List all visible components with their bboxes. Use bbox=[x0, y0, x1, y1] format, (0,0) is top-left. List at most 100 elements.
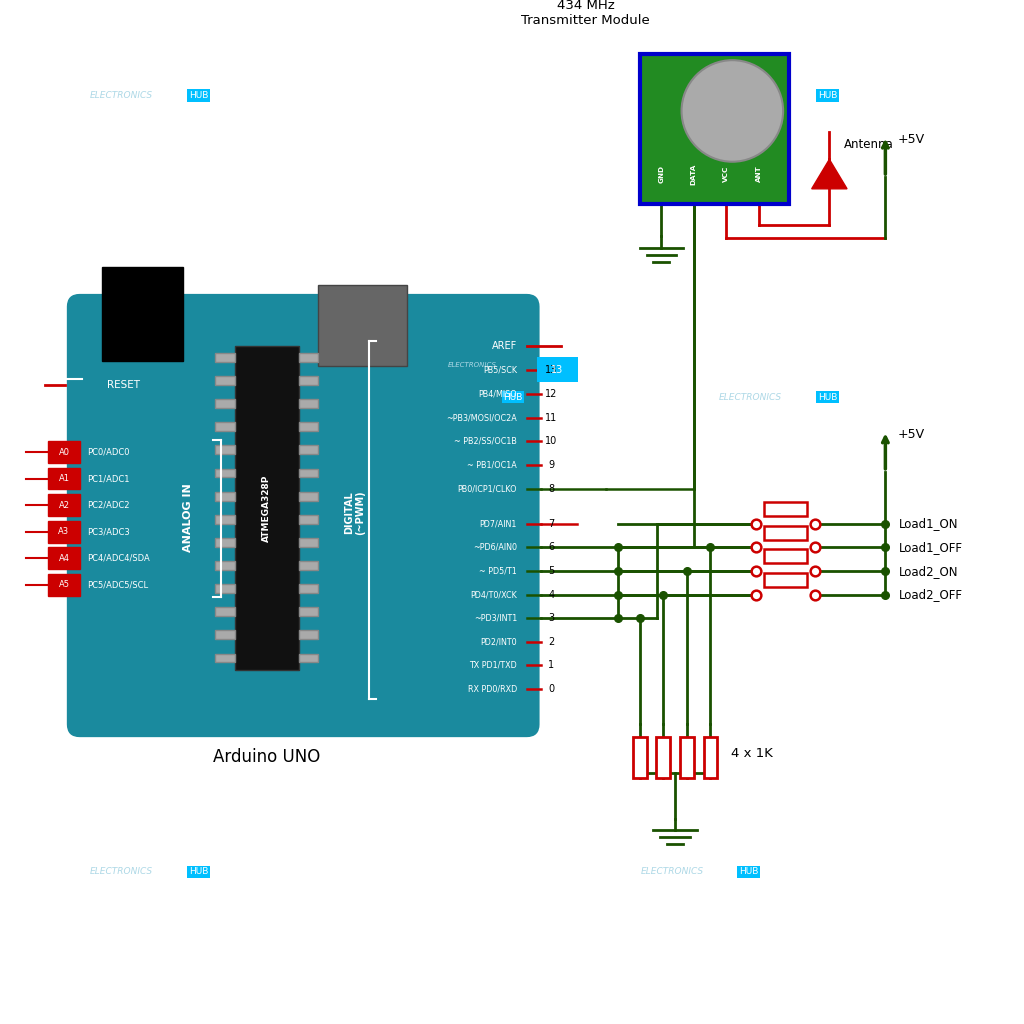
Bar bbox=[299, 631, 318, 639]
Text: ELECTRONICS: ELECTRONICS bbox=[449, 361, 498, 368]
Text: ~PD6/AIN0: ~PD6/AIN0 bbox=[473, 543, 517, 552]
Bar bbox=[215, 631, 234, 639]
Text: DATA: DATA bbox=[691, 164, 696, 184]
Bar bbox=[299, 561, 318, 570]
Bar bbox=[215, 561, 234, 570]
Bar bbox=[680, 737, 694, 778]
Text: 3: 3 bbox=[548, 613, 554, 624]
Bar bbox=[48, 441, 80, 463]
Text: A1: A1 bbox=[58, 474, 70, 483]
Bar bbox=[48, 548, 80, 569]
Text: RX PD0/RXD: RX PD0/RXD bbox=[468, 684, 517, 693]
Bar bbox=[215, 422, 234, 431]
Bar bbox=[299, 584, 318, 593]
Bar bbox=[537, 356, 578, 382]
Text: PC5/ADC5/SCL: PC5/ADC5/SCL bbox=[87, 581, 148, 589]
Text: PD4/T0/XCK: PD4/T0/XCK bbox=[470, 590, 517, 599]
Bar bbox=[215, 353, 234, 361]
Text: ~ PD5/T1: ~ PD5/T1 bbox=[479, 566, 517, 575]
Bar bbox=[764, 526, 807, 540]
Text: ELECTRONICS: ELECTRONICS bbox=[90, 91, 154, 100]
Text: 9: 9 bbox=[548, 460, 554, 470]
Bar bbox=[299, 469, 318, 477]
Text: 4: 4 bbox=[548, 590, 554, 600]
Bar bbox=[299, 399, 318, 408]
Text: ~ PB2/SS/OC1B: ~ PB2/SS/OC1B bbox=[454, 437, 517, 445]
Bar bbox=[215, 399, 234, 408]
Text: A3: A3 bbox=[58, 527, 70, 537]
Bar bbox=[215, 376, 234, 385]
Text: ELECTRONICS: ELECTRONICS bbox=[719, 392, 782, 401]
Bar bbox=[318, 285, 407, 366]
Bar bbox=[215, 515, 234, 523]
Bar bbox=[102, 267, 183, 360]
Bar bbox=[215, 469, 234, 477]
Text: +5V: +5V bbox=[897, 133, 925, 146]
Text: ELECTRONICS: ELECTRONICS bbox=[719, 91, 782, 100]
Circle shape bbox=[682, 60, 783, 162]
Text: A2: A2 bbox=[58, 501, 70, 510]
Bar bbox=[48, 521, 80, 543]
Text: ~ PB1/OC1A: ~ PB1/OC1A bbox=[467, 461, 517, 469]
Bar bbox=[299, 653, 318, 663]
Text: 11: 11 bbox=[545, 413, 557, 423]
Text: PC2/ADC2: PC2/ADC2 bbox=[87, 501, 130, 510]
Text: HUB: HUB bbox=[503, 392, 522, 401]
Bar bbox=[299, 353, 318, 361]
Bar bbox=[234, 346, 299, 671]
Text: PD2/INT0: PD2/INT0 bbox=[480, 637, 517, 646]
Text: ~PB3/MOSI/OC2A: ~PB3/MOSI/OC2A bbox=[446, 414, 517, 422]
FancyBboxPatch shape bbox=[68, 295, 539, 736]
Text: 1: 1 bbox=[548, 660, 554, 671]
Text: PB0/ICP1/CLKO: PB0/ICP1/CLKO bbox=[458, 484, 517, 493]
Bar bbox=[215, 445, 234, 455]
Text: 13: 13 bbox=[545, 365, 557, 375]
Text: VCC: VCC bbox=[723, 166, 729, 182]
Bar bbox=[640, 54, 790, 204]
Polygon shape bbox=[812, 160, 847, 188]
Text: TX PD1/TXD: TX PD1/TXD bbox=[469, 660, 517, 670]
Text: 6: 6 bbox=[548, 543, 554, 553]
Bar bbox=[764, 573, 807, 587]
Text: HUB: HUB bbox=[188, 91, 208, 100]
Text: PC3/ADC3: PC3/ADC3 bbox=[87, 527, 130, 537]
Text: PC4/ADC4/SDA: PC4/ADC4/SDA bbox=[87, 554, 151, 563]
Text: 7: 7 bbox=[548, 519, 554, 528]
Text: AREF: AREF bbox=[492, 341, 517, 351]
Text: 12: 12 bbox=[545, 389, 557, 399]
Bar bbox=[299, 492, 318, 501]
Text: ELECTRONICS: ELECTRONICS bbox=[404, 392, 468, 401]
Text: HUB: HUB bbox=[818, 392, 837, 401]
Text: ANALOG IN: ANALOG IN bbox=[182, 483, 193, 552]
Bar bbox=[656, 737, 670, 778]
Bar bbox=[215, 584, 234, 593]
Bar bbox=[299, 445, 318, 455]
Text: PC0/ADC0: PC0/ADC0 bbox=[87, 447, 130, 457]
Bar bbox=[48, 574, 80, 596]
Text: Load2_OFF: Load2_OFF bbox=[899, 588, 964, 601]
Text: HUB: HUB bbox=[188, 867, 208, 877]
Text: PB4/MISO: PB4/MISO bbox=[478, 390, 517, 398]
Text: DIGITAL
(~PWM): DIGITAL (~PWM) bbox=[344, 490, 366, 536]
Bar bbox=[215, 538, 234, 547]
Text: 10: 10 bbox=[545, 436, 557, 446]
Bar bbox=[299, 607, 318, 616]
Text: ANT: ANT bbox=[756, 166, 762, 182]
Text: RESET: RESET bbox=[108, 380, 140, 390]
Text: HUB: HUB bbox=[818, 91, 837, 100]
Bar bbox=[215, 607, 234, 616]
Text: 434 MHz
Transmitter Module: 434 MHz Transmitter Module bbox=[521, 0, 650, 27]
Text: 13: 13 bbox=[551, 365, 563, 375]
Text: A4: A4 bbox=[58, 554, 70, 563]
Text: PD7/AIN1: PD7/AIN1 bbox=[479, 519, 517, 528]
Bar bbox=[764, 502, 807, 516]
Text: Load1_OFF: Load1_OFF bbox=[899, 541, 964, 554]
Bar bbox=[215, 492, 234, 501]
Text: ELECTRONICS: ELECTRONICS bbox=[640, 867, 703, 877]
Bar bbox=[703, 737, 718, 778]
Text: 0: 0 bbox=[548, 684, 554, 694]
Bar bbox=[48, 468, 80, 489]
Bar bbox=[299, 538, 318, 547]
Text: PB5/SCK: PB5/SCK bbox=[483, 366, 517, 374]
Text: 2: 2 bbox=[548, 637, 554, 647]
